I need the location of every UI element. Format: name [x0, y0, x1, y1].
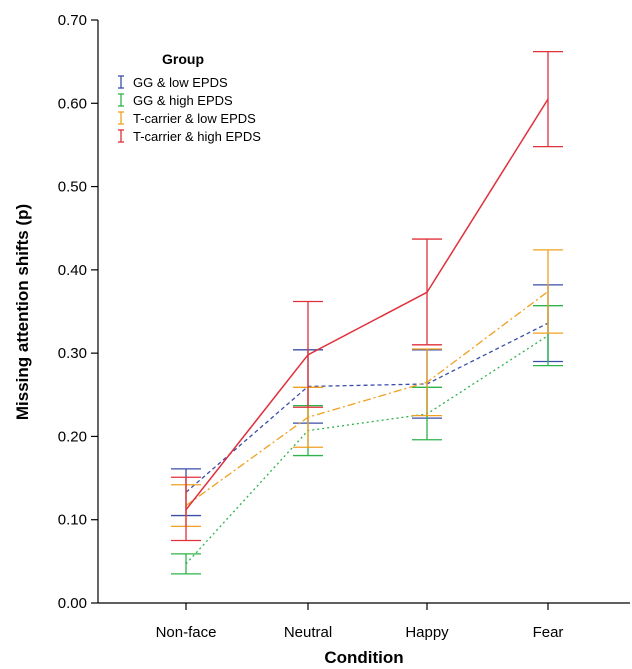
series-line	[185, 290, 549, 507]
x-tick-label: Neutral	[284, 624, 332, 641]
legend-label: GG & high EPDS	[133, 93, 233, 108]
y-tick-label: 0.40	[58, 262, 87, 279]
legend: Group GG & low EPDS GG & high EPDS T-carri…	[118, 51, 261, 144]
x-axis-title: Condition	[324, 648, 403, 667]
y-tick-label: 0.00	[58, 595, 87, 612]
series-line	[185, 322, 549, 493]
series-line	[185, 98, 549, 511]
x-tick-label: Fear	[533, 624, 564, 641]
y-ticks: 0.00 0.10 0.20 0.30 0.40 0.50 0.60 0.70	[58, 12, 98, 612]
legend-label: T-carrier & high EPDS	[133, 129, 261, 144]
y-tick-label: 0.60	[58, 95, 87, 112]
y-tick-label: 0.70	[58, 12, 87, 29]
y-tick-label: 0.20	[58, 428, 87, 445]
series-2	[171, 249, 563, 528]
series-layer	[171, 50, 563, 575]
legend-label: T-carrier & low EPDS	[133, 111, 256, 126]
x-tick-label: Non-face	[156, 624, 217, 641]
x-ticks: Non-face Neutral Happy Fear	[156, 603, 564, 641]
y-tick-label: 0.10	[58, 512, 87, 529]
series-1	[171, 305, 563, 575]
series-3	[171, 50, 563, 542]
legend-title: Group	[162, 51, 204, 67]
y-tick-label: 0.30	[58, 345, 87, 362]
y-tick-label: 0.50	[58, 179, 87, 196]
series-line	[185, 335, 549, 565]
y-axis-title: Missing attention shifts (p)	[13, 204, 32, 420]
x-tick-label: Happy	[405, 624, 449, 641]
legend-label: GG & low EPDS	[133, 75, 228, 90]
